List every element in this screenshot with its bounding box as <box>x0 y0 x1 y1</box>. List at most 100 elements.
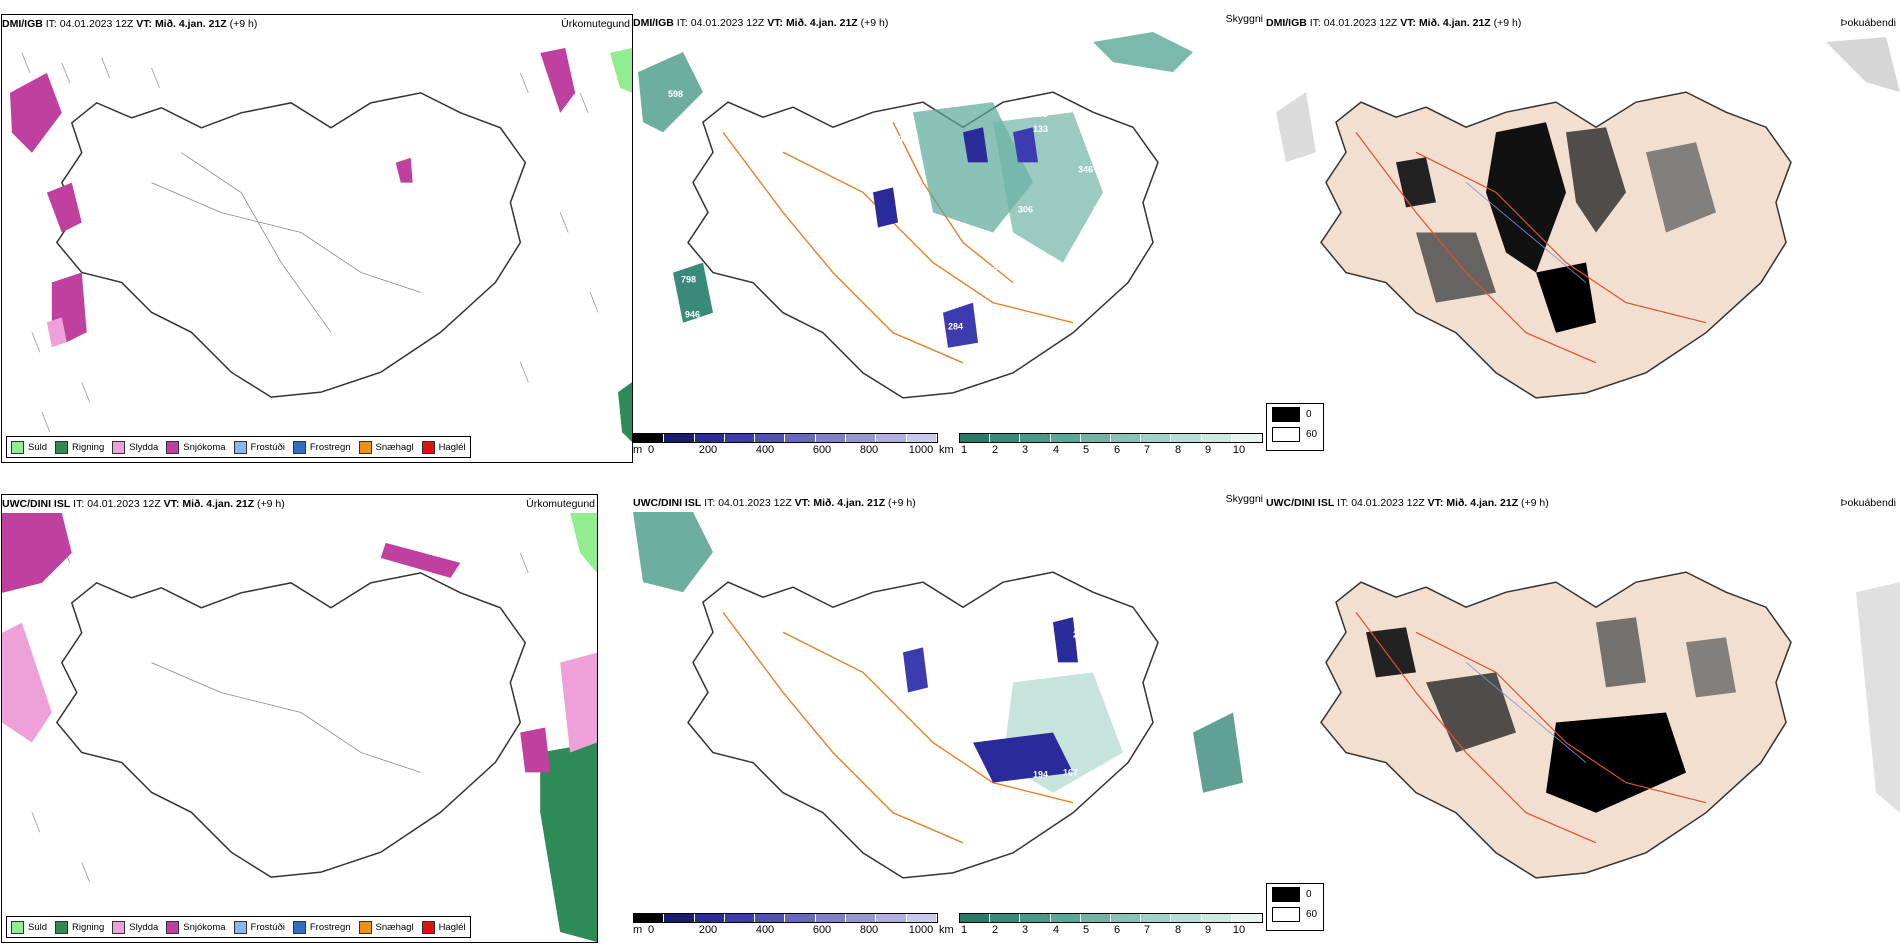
model-source: DMI/IGB <box>633 17 674 29</box>
iceland-map-svg <box>1276 37 1900 399</box>
panel-title: Skyggni <box>1225 493 1263 505</box>
model-source: UWC/DINI ISL <box>1266 497 1335 509</box>
legend-item: Snjókoma <box>166 920 226 934</box>
panel-header: UWC/DINI ISL IT: 04.01.2023 12Z VT: Mið.… <box>633 493 1265 512</box>
lead-time: (+9 h) <box>229 18 258 30</box>
legend-item: Snæhagl <box>358 440 414 454</box>
iceland-map-svg <box>1320 571 1900 879</box>
colorbar-bar <box>633 913 938 923</box>
legend-item: Súld <box>11 920 47 934</box>
snow-area <box>2 513 72 593</box>
visibility-colorbar: km 1 2 3 4 5 6 7 8 9 10 <box>939 433 1263 461</box>
panel-header: DMI/IGB IT: 04.01.2023 12Z VT: Mið. 4.ja… <box>2 15 632 33</box>
panel-title: Úrkomutegund <box>561 18 630 30</box>
lead-time: (+9 h) <box>257 498 285 510</box>
legend-item: Frostúði <box>233 920 285 934</box>
legend-swatch <box>55 440 69 454</box>
colorbar-bar <box>959 433 1263 443</box>
vt-label: VT: <box>136 18 153 30</box>
legend-item: 0 <box>1267 884 1323 904</box>
colorbar-ticks: km 1 2 3 4 5 6 7 8 9 10 <box>939 924 1246 936</box>
it-label: IT: <box>45 18 57 30</box>
legend-swatch <box>358 920 372 934</box>
cloud-base-label: 254 <box>1073 629 1088 639</box>
iceland-outline <box>55 92 527 398</box>
legend-item: 60 <box>1267 424 1323 444</box>
legend-swatch <box>292 440 306 454</box>
legend-item: Frostregn <box>292 440 351 454</box>
legend-item: Frostregn <box>292 920 351 934</box>
legend-swatch <box>1272 406 1300 422</box>
visibility-map: 108 194 167 254 138 151 <box>633 512 1265 913</box>
model-source: DMI/IGB <box>2 18 43 30</box>
cloud-base-label: 102 <box>983 265 998 275</box>
valid-time: Mið. 4.jan. 21Z <box>1446 497 1519 509</box>
precip-type-legend: Súld Rigning Slydda Snjókoma Frostúði Fr… <box>6 436 471 458</box>
cloud-base-label: 294 <box>993 245 1008 255</box>
cloud-base-label: 198 <box>888 134 903 144</box>
valid-time: Mið. 4.jan. 21Z <box>1418 17 1491 29</box>
colorbar-bar <box>633 433 938 443</box>
legend-swatch <box>11 440 24 454</box>
fog-map <box>1266 32 1900 463</box>
init-time: 04.01.2023 12Z <box>1351 497 1425 509</box>
cloud-base-label: 133 <box>1033 124 1048 134</box>
legend-swatch <box>421 920 435 934</box>
legend-swatch <box>112 920 126 934</box>
cloud-base-label: 306 <box>1018 204 1033 214</box>
legend-swatch <box>1272 906 1300 922</box>
precip-type-legend: Súld Rigning Slydda Snjókoma Frostúði Fr… <box>6 916 471 938</box>
fog-index-panel-top: DMI/IGB IT: 04.01.2023 12Z VT: Mið. 4.ja… <box>1266 14 1900 463</box>
lead-time: (+9 h) <box>1493 17 1522 29</box>
cloud-base-label: 346 <box>1078 164 1093 174</box>
iceland-outline <box>687 571 1159 879</box>
legend-item: Súld <box>11 440 47 454</box>
legend-swatch <box>421 440 435 454</box>
precip-map <box>2 513 597 942</box>
iceland-map-svg <box>2 513 597 942</box>
legend-item: 0 <box>1267 404 1323 424</box>
panel-title: Þokuábendi <box>1840 17 1896 29</box>
legend-item: Haglél <box>421 920 466 934</box>
legend-swatch <box>292 920 306 934</box>
panel-title: Skyggni <box>1225 13 1263 25</box>
fog-map <box>1266 512 1900 943</box>
colorbar-unit: m <box>633 444 643 456</box>
legend-swatch <box>11 920 24 934</box>
colorbar-ticks: km 1 2 3 4 5 6 7 8 9 10 <box>939 444 1246 456</box>
legend-swatch <box>233 440 247 454</box>
valid-time: Mið. 4.jan. 21Z <box>154 18 227 30</box>
panel-header: UWC/DINI ISL IT: 04.01.2023 12Z VT: Mið.… <box>1266 494 1900 512</box>
legend-swatch <box>166 440 180 454</box>
colorbar-bar <box>959 913 1263 923</box>
colorbar-unit: km <box>939 924 954 936</box>
model-source: DMI/IGB <box>1266 17 1307 29</box>
cloud-base-label: 138 <box>1088 649 1103 659</box>
cloud-base-label: 246 <box>1103 275 1118 285</box>
iceland-map-svg: 108 194 167 254 138 151 <box>633 512 1243 879</box>
visibility-panel-top: DMI/IGB IT: 04.01.2023 12Z VT: Mið. 4.ja… <box>633 13 1265 463</box>
legend-item: Haglél <box>421 440 466 454</box>
precip-map <box>2 33 632 462</box>
lead-time: (+9 h) <box>860 17 889 29</box>
visibility-map: 598 198 159 346 306 294 100 284 246 102 … <box>633 32 1265 433</box>
lead-time: (+9 h) <box>1521 497 1549 509</box>
cloud-base-label: 194 <box>1033 770 1048 780</box>
legend-item: Rigning <box>55 920 104 934</box>
colorbar-unit: m <box>633 924 643 936</box>
colorbar-ticks: m 0 200 400 600 800 1000 <box>633 924 934 936</box>
init-time: 04.01.2023 12Z <box>690 17 765 29</box>
iceland-outline <box>1320 91 1792 399</box>
legend-swatch <box>166 920 180 934</box>
panel-title: Úrkomutegund <box>526 498 595 510</box>
init-time: 04.01.2023 12Z <box>1323 17 1398 29</box>
fog-index-legend: 0 60 <box>1266 403 1324 451</box>
cloud-base-label: 798 <box>681 275 696 285</box>
cloud-base-label: 946 <box>685 310 700 320</box>
valid-time: Mið. 4.jan. 21Z <box>182 498 255 510</box>
cloud-base-label: 159 <box>1033 109 1048 119</box>
legend-item: Rigning <box>55 440 104 454</box>
legend-item: Slydda <box>112 440 158 454</box>
legend-item: Snjókoma <box>166 440 226 454</box>
iceland-map-svg: 598 198 159 346 306 294 100 284 246 102 … <box>638 32 1193 399</box>
